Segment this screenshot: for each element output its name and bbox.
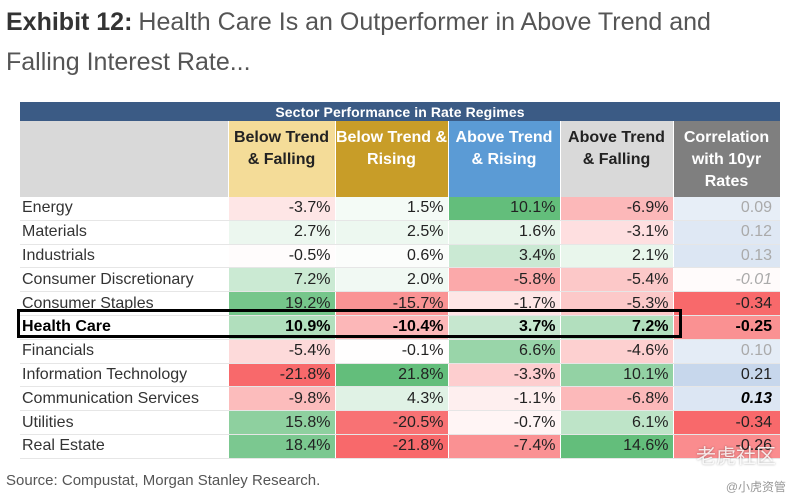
table-row: Energy -3.7% 1.5% 10.1% -6.9% 0.09 <box>20 197 780 221</box>
performance-cell: -15.7% <box>334 291 448 316</box>
table-row: Communication Services -9.8% 4.3% -1.1% -6.8… <box>20 386 780 412</box>
sector-name: Consumer Staples <box>20 291 228 316</box>
performance-cell: -21.8% <box>227 363 335 388</box>
column-header: Below Trend & Falling <box>228 121 336 197</box>
performance-cell: 10.9% <box>227 315 335 340</box>
performance-cell: 7.2% <box>559 315 673 340</box>
table-row: Materials 2.7% 2.5% 1.6% -3.1% 0.12 <box>20 220 780 245</box>
correlation-cell: -0.01 <box>672 267 780 293</box>
performance-cell: -20.5% <box>334 410 448 435</box>
watermark: 老虎社区 <box>696 446 776 468</box>
performance-cell: 21.8% <box>334 363 448 388</box>
performance-cell: 7.2% <box>227 267 335 293</box>
performance-cell: -4.6% <box>559 339 673 364</box>
table-row: Real Estate 18.4% -21.8% -7.4% 14.6% -0.26 <box>20 434 780 459</box>
performance-cell: -0.7% <box>447 410 560 435</box>
performance-cell: -0.5% <box>227 244 335 269</box>
performance-cell: 6.1% <box>559 410 673 435</box>
performance-cell: 15.8% <box>227 410 335 435</box>
table-caption: Sector Performance in Rate Regimes <box>20 102 780 121</box>
sector-name: Industrials <box>20 244 228 269</box>
table-row: Information Technology -21.8% 21.8% -3.3% 10… <box>20 363 780 388</box>
performance-cell: 6.6% <box>447 339 560 364</box>
table-row: Health Care 10.9% -10.4% 3.7% 7.2% -0.25 <box>20 315 780 340</box>
sector-name: Energy <box>20 197 228 221</box>
performance-cell: 19.2% <box>227 291 335 316</box>
table-row: Industrials -0.5% 0.6% 3.4% 2.1% 0.13 <box>20 244 780 269</box>
performance-cell: 10.1% <box>559 363 673 388</box>
performance-cell: 0.6% <box>334 244 448 269</box>
correlation-cell: -0.26 <box>672 434 780 459</box>
performance-cell: -9.8% <box>227 386 335 412</box>
correlation-cell: 0.13 <box>672 244 780 269</box>
correlation-cell: 0.12 <box>672 220 780 245</box>
correlation-cell: 0.21 <box>672 363 780 388</box>
correlation-cell: 0.13 <box>672 386 780 412</box>
performance-cell: 18.4% <box>227 434 335 459</box>
sector-name: Information Technology <box>20 363 228 388</box>
performance-cell: -3.1% <box>559 220 673 245</box>
column-header: Above Trend & Falling <box>560 121 674 197</box>
table-row: Consumer Staples 19.2% -15.7% -1.7% -5.3% -0.… <box>20 291 780 316</box>
correlation-cell: -0.34 <box>672 291 780 316</box>
sector-name: Communication Services <box>20 386 228 412</box>
column-header: Below Trend & Rising <box>335 121 449 197</box>
performance-cell: 1.6% <box>447 220 560 245</box>
sector-performance-table: Sector Performance in Rate Regimes Below… <box>20 102 781 459</box>
exhibit-title: Exhibit 12: Health Care Is an Outperforme… <box>6 2 786 82</box>
column-header: Correlation with 10yr Rates <box>673 121 781 197</box>
performance-cell: -3.3% <box>447 363 560 388</box>
performance-cell: -6.9% <box>559 197 673 221</box>
performance-cell: 10.1% <box>447 197 560 221</box>
performance-cell: -7.4% <box>447 434 560 459</box>
correlation-cell: -0.34 <box>672 410 780 435</box>
sector-name: Financials <box>20 339 228 364</box>
correlation-cell: 0.10 <box>672 339 780 364</box>
correlation-cell: -0.25 <box>672 315 780 340</box>
sector-name: Consumer Discretionary <box>20 267 228 293</box>
performance-cell: -5.3% <box>559 291 673 316</box>
performance-cell: 2.5% <box>334 220 448 245</box>
performance-cell: -5.8% <box>447 267 560 293</box>
performance-cell: -6.8% <box>559 386 673 412</box>
performance-cell: -5.4% <box>559 267 673 293</box>
sector-performance-table-wrap: Sector Performance in Rate Regimes Below… <box>20 102 781 459</box>
sector-name: Utilities <box>20 410 228 435</box>
performance-cell: -10.4% <box>334 315 448 340</box>
performance-cell: -3.7% <box>227 197 335 221</box>
sector-header-blank <box>20 121 229 197</box>
correlation-cell: 0.09 <box>672 197 780 221</box>
performance-cell: 4.3% <box>334 386 448 412</box>
table-row: Consumer Discretionary 7.2% 2.0% -5.8% -5.4%… <box>20 267 780 293</box>
performance-cell: 14.6% <box>559 434 673 459</box>
performance-cell: 2.0% <box>334 267 448 293</box>
performance-cell: -5.4% <box>227 339 335 364</box>
table-row: Utilities 15.8% -20.5% -0.7% 6.1% -0.34 <box>20 410 780 435</box>
source-note: Source: Compustat, Morgan Stanley Resear… <box>6 472 321 489</box>
sector-name: Real Estate <box>20 434 228 459</box>
watermark-handle: @小虎资管 <box>725 480 786 494</box>
performance-cell: 3.4% <box>447 244 560 269</box>
performance-cell: -0.1% <box>334 339 448 364</box>
exhibit-number: Exhibit 12: <box>6 8 133 36</box>
table-row: Financials -5.4% -0.1% 6.6% -4.6% 0.10 <box>20 339 780 364</box>
performance-cell: -1.1% <box>447 386 560 412</box>
sector-name: Materials <box>20 220 228 245</box>
performance-cell: 2.1% <box>559 244 673 269</box>
performance-cell: 2.7% <box>227 220 335 245</box>
column-header: Above Trend & Rising <box>448 121 561 197</box>
performance-cell: 3.7% <box>447 315 560 340</box>
sector-name: Health Care <box>20 315 228 340</box>
exhibit-title-text: Health Care Is an Outperformer in Above … <box>6 8 711 76</box>
performance-cell: 1.5% <box>334 197 448 221</box>
performance-cell: -1.7% <box>447 291 560 316</box>
performance-cell: -21.8% <box>334 434 448 459</box>
